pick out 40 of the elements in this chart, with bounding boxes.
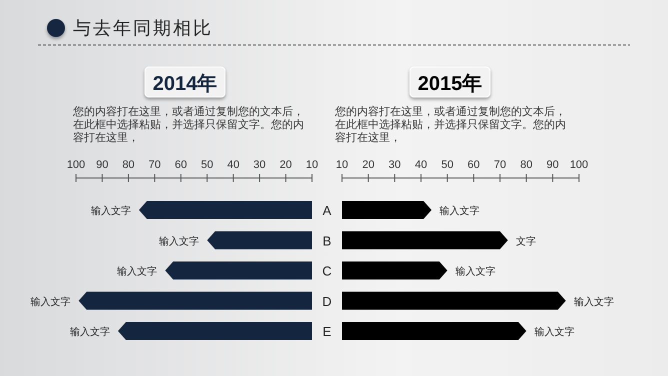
x-tick-label: 40 (227, 159, 240, 171)
x-tick-label: 80 (520, 159, 532, 171)
data-label: 输入文字 (117, 266, 158, 278)
x-tick-label: 40 (414, 159, 428, 171)
x-tick-label: 30 (388, 159, 401, 171)
data-label: 文字 (516, 235, 536, 248)
data-label: 输入文字 (159, 235, 200, 248)
chart-title: 2014年 (152, 73, 218, 95)
y-tick-label: D (322, 294, 332, 309)
data-label: 输入文字 (70, 326, 110, 338)
x-tick-label: 20 (280, 159, 292, 171)
x-tick-label: 30 (253, 159, 266, 171)
y-tick-label: E (322, 324, 332, 339)
chart-title: 2015年 (418, 73, 482, 95)
chart-subtitle: 您的内容打在这里，或者通过复制您的文本后，在此框中选择粘贴，并选择只保留文字。您的内容打在这里， (334, 105, 566, 144)
x-tick-label: 100 (66, 159, 86, 171)
x-tick-label: 10 (306, 159, 318, 171)
x-tick-label: 60 (468, 159, 480, 171)
x-tick-label: 70 (148, 159, 161, 171)
data-label: 输入文字 (534, 326, 574, 338)
y-tick-label: B (322, 233, 332, 248)
x-tick-label: 60 (174, 159, 188, 171)
x-tick-label: 50 (441, 159, 454, 171)
y-tick-label: C (322, 264, 332, 278)
data-label: 输入文字 (455, 266, 496, 278)
x-tick-label: 50 (200, 159, 214, 171)
x-tick-label: 80 (122, 159, 135, 171)
data-label: 输入文字 (30, 296, 71, 308)
x-tick-label: 90 (546, 159, 559, 171)
x-tick-label: 20 (362, 159, 374, 171)
x-tick-label: 70 (494, 159, 506, 171)
text: 与去年同期相比 (73, 18, 213, 38)
x-tick-label: 10 (336, 159, 348, 171)
data-label: 输入文字 (574, 296, 614, 308)
y-tick-label: A (322, 203, 332, 218)
data-label: 输入文字 (90, 205, 131, 217)
x-tick-label: 90 (96, 159, 108, 171)
chart-subtitle: 您的内容打在这里，或者通过复制您的文本后，在此框中选择粘贴，并选择只保留文字。您的内容打在这里， (72, 105, 304, 144)
x-tick-label: 100 (570, 159, 588, 171)
data-label: 输入文字 (440, 205, 480, 217)
